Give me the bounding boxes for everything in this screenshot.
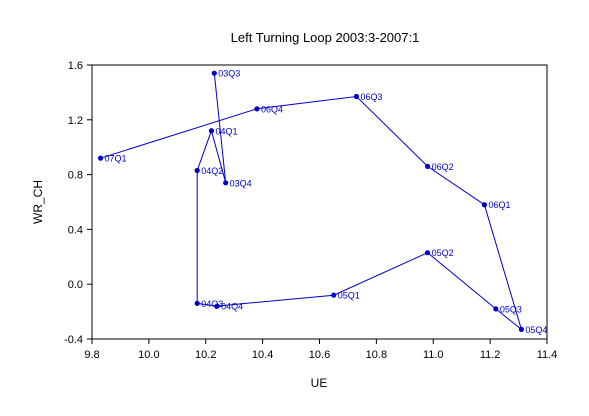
data-label: 04Q2 xyxy=(201,166,223,176)
y-tick-label: 0.0 xyxy=(68,279,83,291)
data-label: 04Q4 xyxy=(221,302,243,312)
data-point xyxy=(211,70,217,76)
x-tick-label: 11.0 xyxy=(423,349,444,361)
data-point xyxy=(353,93,360,100)
data-label: 06Q4 xyxy=(261,104,283,114)
data-label: 04Q1 xyxy=(215,126,237,136)
y-tick-label: 1.6 xyxy=(68,60,83,72)
data-point xyxy=(331,292,337,298)
data-label: 05Q2 xyxy=(432,248,454,258)
data-point xyxy=(424,163,431,169)
data-label: 07Q1 xyxy=(105,154,127,164)
x-tick-label: 10.8 xyxy=(366,349,387,361)
data-label: 04Q3 xyxy=(201,299,223,309)
x-tick-label: 10.6 xyxy=(309,349,330,361)
data-label: 03Q3 xyxy=(218,69,240,79)
data-label: 03Q4 xyxy=(230,178,252,188)
data-label: 06Q1 xyxy=(488,200,510,210)
x-tick-label: 10.4 xyxy=(252,349,273,361)
data-point xyxy=(493,306,499,312)
data-label: 05Q3 xyxy=(500,304,522,314)
chart-title: Left Turning Loop 2003:3-2007:1 xyxy=(231,30,420,45)
y-tick-label: 0.4 xyxy=(68,224,83,236)
x-tick-label: 11.2 xyxy=(480,349,501,361)
data-label: 06Q2 xyxy=(432,162,454,172)
x-tick-label: 10.2 xyxy=(195,349,216,361)
y-tick-label: -0.4 xyxy=(64,334,83,346)
data-point xyxy=(214,303,220,309)
plot-area xyxy=(91,64,548,340)
data-point xyxy=(194,167,200,174)
x-tick-label: 10.0 xyxy=(138,349,159,361)
data-point xyxy=(208,128,215,134)
data-point xyxy=(194,300,200,306)
data-point xyxy=(97,155,104,161)
x-axis: 9.8 10.0 10.2 10.4 10.6 10.8 11.0 11.2 11.4 xyxy=(84,339,557,361)
data-point xyxy=(424,250,431,256)
y-tick-label: 0.8 xyxy=(68,170,83,182)
data-label: 05Q4 xyxy=(525,325,547,335)
x-tick-label: 9.8 xyxy=(84,349,99,361)
data-label: 05Q1 xyxy=(338,291,360,301)
y-tick-label: 1.2 xyxy=(68,115,83,127)
x-axis-label: UE xyxy=(311,376,328,390)
series-line xyxy=(100,73,523,331)
data-point xyxy=(254,106,260,112)
data-point xyxy=(481,202,488,208)
x-tick-label: 11.4 xyxy=(537,349,558,361)
y-axis: 1.6 1.2 0.8 0.4 0.0 -0.4 xyxy=(64,60,92,346)
data-point xyxy=(518,326,525,333)
y-axis-label: WR_CH xyxy=(31,180,45,224)
data-point xyxy=(223,180,229,186)
data-label: 06Q3 xyxy=(360,92,382,102)
